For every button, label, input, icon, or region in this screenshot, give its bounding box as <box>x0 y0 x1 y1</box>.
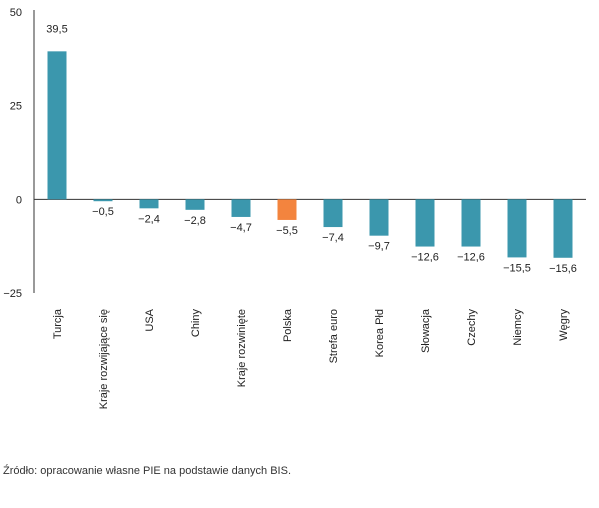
data-label: −0,5 <box>92 206 114 218</box>
chart-axes: 50 25 0 −25 <box>3 7 586 300</box>
category-label: Węgry <box>558 309 570 341</box>
data-label: −12,6 <box>457 252 485 264</box>
bar <box>139 199 159 209</box>
bar <box>553 199 573 258</box>
data-label: −5,5 <box>276 225 298 237</box>
y-tick-label: 0 <box>16 194 22 206</box>
bar <box>507 199 527 258</box>
category-label: Korea Płd <box>374 309 386 357</box>
y-tick-label: −25 <box>3 288 22 300</box>
data-label: −4,7 <box>230 222 252 234</box>
data-label: 39,5 <box>46 23 67 35</box>
category-label: Czechy <box>466 309 478 346</box>
data-label: −12,6 <box>411 252 439 264</box>
category-label: Polska <box>282 308 294 342</box>
bar-chart: 50 25 0 −25 39,5 −0,5 −2,4 −2,8 −4,7 −5,5 −7,4 −9,… <box>3 7 586 409</box>
data-label: −15,6 <box>549 263 577 275</box>
bar <box>93 199 113 202</box>
bar <box>415 199 435 247</box>
bar <box>231 199 251 217</box>
bar <box>323 199 343 228</box>
data-label: −2,8 <box>184 215 206 227</box>
category-label: Kraje rozwijające się <box>98 309 110 409</box>
category-label: Strefa euro <box>328 309 340 363</box>
bar <box>277 199 297 220</box>
data-label: −15,5 <box>503 262 531 274</box>
y-tick-label: 50 <box>10 7 22 19</box>
y-tick-label: 25 <box>10 101 22 113</box>
category-label: Chiny <box>190 309 202 338</box>
bar <box>185 199 205 210</box>
source-note: Źródło: opracowanie własne PIE na podsta… <box>3 465 291 477</box>
bar <box>369 199 389 236</box>
chart-category-labels: Turcja Kraje rozwijające się USA Chiny Kraje… <box>52 308 570 409</box>
category-label: Kraje rozwinięte <box>236 309 248 387</box>
category-label: USA <box>144 308 156 331</box>
category-label: Słowacja <box>420 308 432 353</box>
category-label: Niemcy <box>512 309 524 346</box>
category-label: Turcja <box>52 308 64 339</box>
data-label: −2,4 <box>138 213 160 225</box>
chart-value-labels: 39,5 −0,5 −2,4 −2,8 −4,7 −5,5 −7,4 −9,7 −12,6 −12… <box>46 23 577 274</box>
chart-bars <box>47 51 573 258</box>
data-label: −7,4 <box>322 232 344 244</box>
data-label: −9,7 <box>368 241 390 253</box>
bar <box>461 199 481 247</box>
bar <box>47 51 67 200</box>
